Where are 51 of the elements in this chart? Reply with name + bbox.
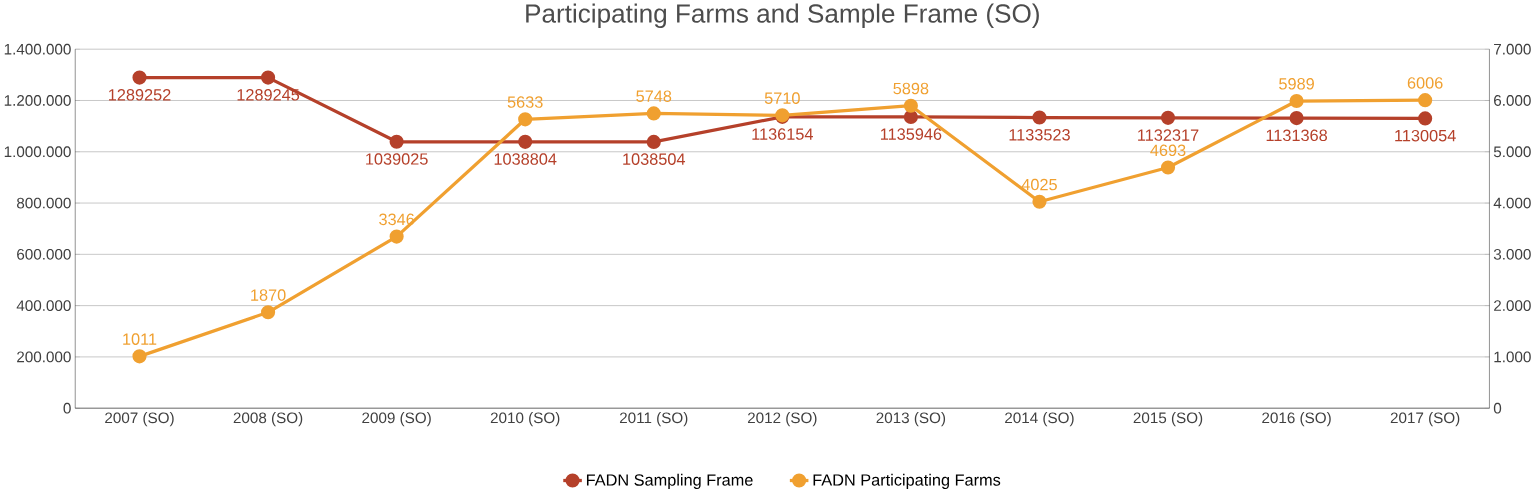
data-label: 1132317 (1138, 129, 1199, 142)
y-tick-label: 200.000 (17, 351, 71, 363)
data-label: 4025 (1021, 178, 1057, 191)
legend-label: FADN Participating Farms (813, 473, 1001, 490)
x-tick-label: 2011 (SO) (619, 412, 688, 427)
y2-tick-label: 0 (1493, 402, 1502, 414)
x-tick-label: 2008 (SO) (233, 412, 303, 427)
chart-title: Participating Farms and Sample Frame (SO) (526, 3, 1039, 29)
data-label: 1038504 (623, 153, 686, 166)
x-tick-label: 2014 (SO) (1005, 412, 1074, 427)
data-label: 1135946 (880, 128, 942, 141)
y2-tick-label: 5.000 (1493, 146, 1531, 158)
y-tick-label: 400.000 (16, 300, 71, 312)
x-tick-label: 2013 (SO) (876, 412, 946, 427)
y2-tick-label: 3.000 (1493, 249, 1531, 260)
data-label: 1011 (123, 333, 157, 346)
data-label: 1133523 (1009, 129, 1070, 141)
y2-tick-label: 7.000 (1494, 44, 1531, 55)
x-tick-label: 2009 (SO) (362, 412, 431, 427)
y-tick-label: 0 (63, 402, 71, 414)
y2-tick-label: 1.000 (1494, 351, 1531, 363)
y-tick-label: 600.000 (17, 249, 71, 260)
data-label: 1136154 (752, 128, 813, 141)
y2-tick-label: 4.000 (1493, 197, 1531, 209)
x-tick-label: 2010 (SO) (490, 412, 560, 427)
data-label: 5748 (636, 90, 672, 103)
y-tick-label: 800.000 (17, 197, 71, 209)
data-label: 1038804 (494, 153, 557, 166)
data-label: 5989 (1279, 78, 1314, 90)
data-label: 1870 (251, 289, 286, 302)
x-tick-label: 2015 (SO) (1133, 412, 1203, 427)
data-label: 4693 (1150, 144, 1186, 157)
data-label: 5633 (507, 96, 543, 109)
data-label: 1039025 (366, 153, 428, 165)
y-tick-label: 1.000.000 (4, 146, 71, 158)
data-label: 1289252 (108, 89, 171, 101)
x-tick-label: 2007 (SO) (105, 412, 174, 427)
y-tick-label: 1.200.000 (4, 95, 71, 107)
x-tick-label: 2016 (SO) (1262, 412, 1331, 427)
legend-label: FADN Sampling Frame (586, 473, 753, 490)
x-tick-label: 2012 (SO) (747, 412, 817, 427)
y2-tick-label: 6.000 (1494, 95, 1531, 107)
data-label: 1289245 (237, 89, 300, 101)
data-label: 1131368 (1266, 129, 1328, 142)
data-label: 5710 (764, 92, 800, 105)
data-label: 6006 (1407, 77, 1443, 89)
x-tick-label: 2017 (SO) (1390, 412, 1460, 427)
y-tick-label: 1.400.000 (4, 44, 71, 55)
y2-tick-label: 2.000 (1494, 300, 1531, 312)
data-label: 5898 (893, 82, 929, 95)
data-label: 1130054 (1395, 130, 1456, 142)
